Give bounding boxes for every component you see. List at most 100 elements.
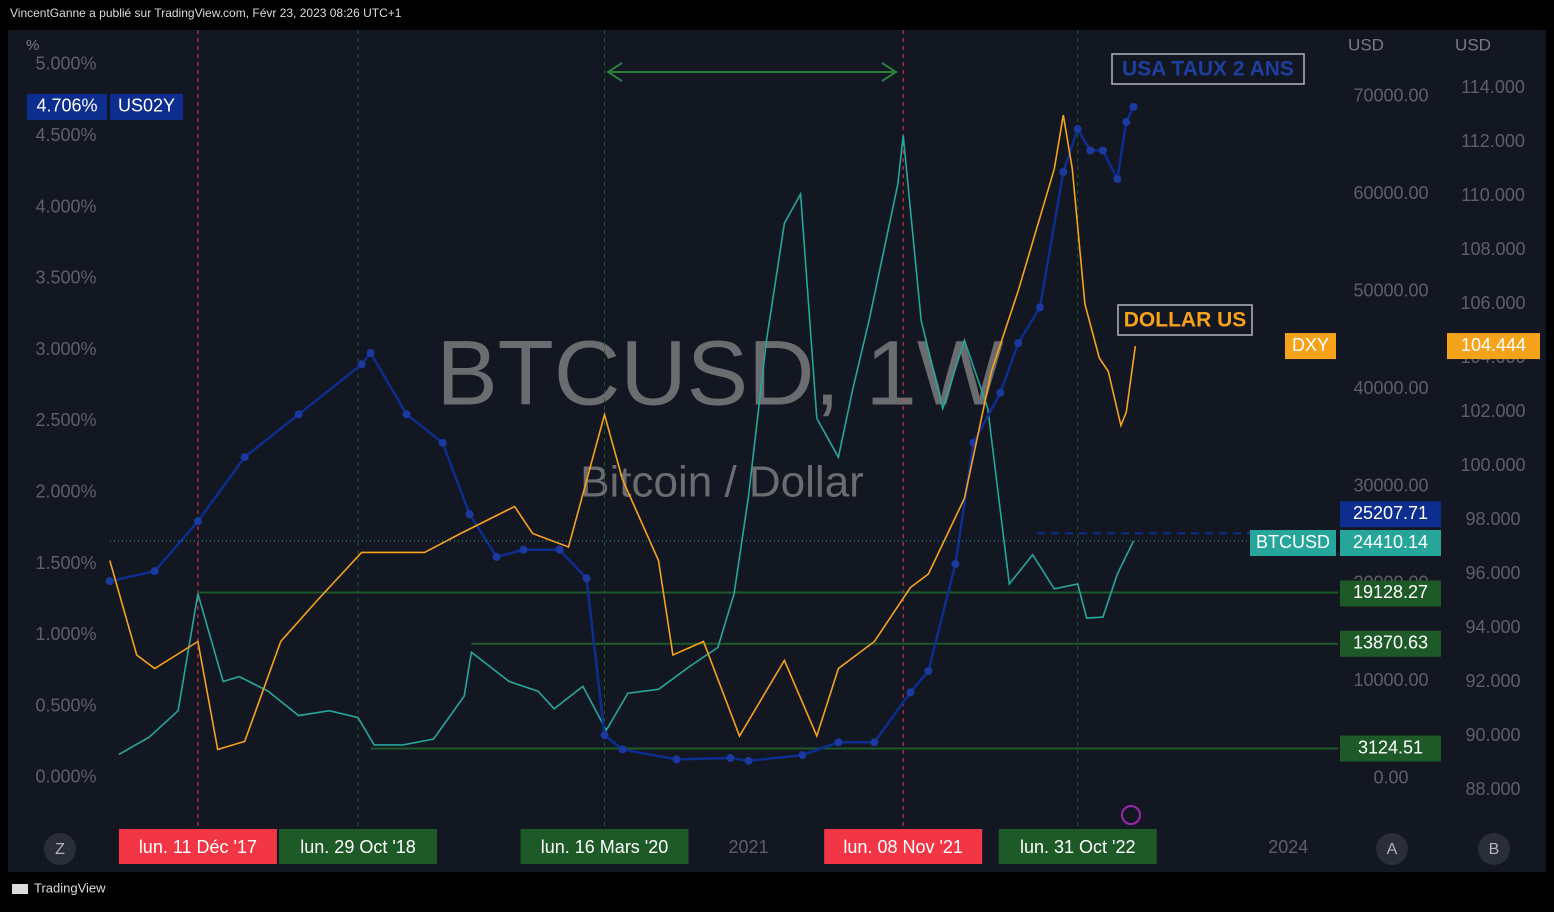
series-dot	[402, 410, 411, 419]
date-label-box	[520, 829, 689, 864]
series-dot	[1086, 146, 1095, 155]
annotation-box	[1117, 304, 1253, 336]
series-dot	[618, 745, 627, 754]
y3-tick-label: 88.000	[1465, 779, 1520, 799]
y-tick-label: 5.000%	[35, 54, 96, 74]
y3-tick-label: 112.000	[1461, 131, 1525, 151]
y3-tick-label: 114.000	[1461, 77, 1525, 97]
button-label[interactable]: A	[1387, 841, 1398, 858]
x-tick-label: 2024	[1268, 837, 1308, 857]
y-tick-label: 1.000%	[35, 624, 96, 644]
y3-tick-label: 96.000	[1465, 563, 1520, 583]
button[interactable]	[44, 833, 76, 865]
date-label: lun. 31 Oct '22	[1020, 837, 1136, 857]
level-tag: 13870.63	[1353, 633, 1428, 653]
y2-tick-label: 0.00	[1373, 768, 1408, 788]
series-dot	[951, 560, 960, 569]
series-dot	[582, 574, 591, 583]
y-tick-label: 2.000%	[35, 481, 96, 501]
series-dot	[555, 545, 564, 554]
y-tick-label: 1.500%	[35, 553, 96, 573]
price-tag-box	[1340, 501, 1441, 528]
date-label-box	[824, 829, 983, 864]
date-label: lun. 29 Oct '18	[300, 837, 416, 857]
button-label[interactable]: B	[1489, 841, 1500, 858]
series-line	[109, 114, 1137, 751]
level-tag-box	[1340, 630, 1441, 657]
footer: TradingView	[34, 880, 106, 895]
series-dot	[465, 510, 474, 519]
y2-tick-label: 30000.00	[1353, 475, 1428, 495]
us02y-name-tag-box	[110, 93, 183, 120]
button-label[interactable]: Z	[55, 841, 65, 858]
series-dot	[240, 453, 249, 462]
date-label: lun. 11 Déc '17	[139, 837, 257, 857]
level-tag-box	[1340, 735, 1441, 762]
series-dot	[870, 738, 879, 747]
series-dot	[357, 360, 366, 369]
y-tick-label: 4.000%	[35, 196, 96, 216]
logo	[12, 884, 28, 894]
series-dot	[1014, 339, 1023, 348]
y2-tick-label: 60000.00	[1353, 183, 1428, 203]
series-dot	[798, 751, 807, 760]
series-dot	[1122, 117, 1131, 126]
series-dot	[996, 388, 1005, 397]
date-label-box	[279, 829, 438, 864]
event-icon	[1121, 805, 1141, 825]
series-line	[118, 135, 1135, 756]
series-dot	[193, 517, 202, 526]
y-tick-label: 3.500%	[35, 268, 96, 288]
dxy-last-tag: 104.444	[1461, 335, 1526, 355]
us02y-last-tag-box	[27, 93, 107, 120]
series-dot	[744, 756, 753, 765]
y3-tick-label: 110.000	[1461, 185, 1525, 205]
dxy-name-tag: DXY	[1292, 335, 1329, 355]
y-axis-label: %	[26, 37, 39, 54]
y-tick-label: 3.000%	[35, 339, 96, 359]
y2-tick-label: 70000.00	[1353, 85, 1428, 105]
us02y-name-tag: US02Y	[118, 96, 175, 116]
series-dot	[1059, 167, 1068, 176]
series-dot	[834, 738, 843, 747]
date-label: lun. 16 Mars '20	[541, 837, 669, 857]
series-dot	[105, 577, 114, 586]
btc-name-tag-box	[1250, 530, 1336, 557]
y-tick-label: 0.000%	[35, 767, 96, 787]
series-dot	[1073, 125, 1082, 134]
btc-last-tag: 24410.14	[1353, 532, 1428, 552]
btc-last-tag-box	[1340, 530, 1441, 557]
series-dot	[672, 755, 681, 764]
button[interactable]	[1478, 833, 1510, 865]
y-tick-label: 2.500%	[35, 410, 96, 430]
price-tag: 25207.71	[1353, 503, 1428, 523]
y3-tick-label: 100.000	[1460, 455, 1525, 475]
btc-name-tag: BTCUSD	[1256, 532, 1330, 552]
series-dot	[1113, 175, 1122, 184]
us02y-last-tag: 4.706%	[36, 96, 97, 116]
annotation: DOLLAR US	[1124, 309, 1247, 332]
series-dot	[1129, 102, 1138, 111]
series-dot	[294, 410, 303, 419]
y-tick-label: 0.500%	[35, 695, 96, 715]
y3-tick-label: 92.000	[1465, 671, 1520, 691]
series-dot	[1098, 146, 1107, 155]
level-tag: 3124.51	[1358, 737, 1423, 757]
series-dot	[1035, 303, 1044, 312]
y3-tick-label: 108.000	[1460, 239, 1525, 259]
level-tag-box	[1340, 580, 1441, 607]
series-dot	[150, 567, 159, 576]
series-dot	[438, 438, 447, 447]
x-tick-label: 2021	[728, 837, 768, 857]
level-tag: 19128.27	[1353, 582, 1428, 602]
series-dot	[492, 552, 501, 561]
y-tick-label: 4.500%	[35, 125, 96, 145]
annotation: USA TAUX 2 ANS	[1122, 58, 1294, 81]
date-label-box	[118, 829, 277, 864]
watermark: BTCUSD, 1W	[436, 322, 1004, 424]
button[interactable]	[1376, 833, 1408, 865]
series-dot	[924, 666, 933, 675]
series-dot	[906, 688, 915, 697]
y3-tick-label: 102.000	[1460, 401, 1525, 421]
